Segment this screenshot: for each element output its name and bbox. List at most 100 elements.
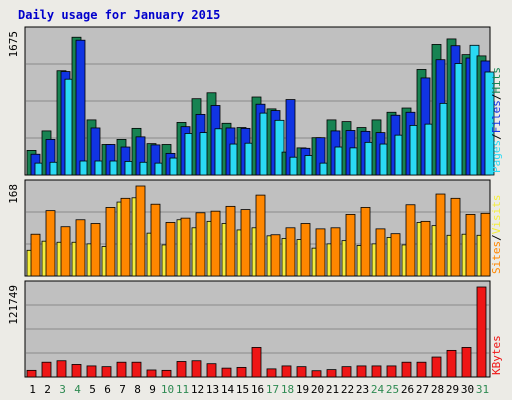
bar-kbytes-day-18 <box>281 365 292 378</box>
legend-top: Pages/Files/Hits <box>490 67 503 173</box>
day-tick-label: 28 <box>431 383 444 396</box>
bar-pages-day-31 <box>484 71 495 176</box>
day-tick-label: 19 <box>296 383 309 396</box>
bar-sites-day-19 <box>300 223 311 277</box>
bar-kbytes-day-25 <box>386 365 397 378</box>
bar-kbytes-day-10 <box>161 369 172 378</box>
bar-sites-day-12 <box>195 212 206 277</box>
legend-bottom: KBytes <box>490 335 503 375</box>
legend-files: Files <box>490 100 503 133</box>
legend-separator: / <box>490 133 503 140</box>
bar-kbytes-day-14 <box>221 367 232 378</box>
bar-sites-day-20 <box>315 228 326 277</box>
legend-kbytes: KBytes <box>490 335 503 375</box>
bar-kbytes-day-22 <box>341 366 352 378</box>
bar-sites-day-25 <box>390 233 401 277</box>
bar-kbytes-day-4 <box>71 364 82 378</box>
bar-pages-day-17 <box>274 119 285 176</box>
bar-sites-day-4 <box>75 219 86 277</box>
max-value-label-hits-files-pages: 1675 <box>7 31 20 58</box>
bar-kbytes-day-8 <box>131 361 142 378</box>
legend-sites: Sites <box>490 241 503 274</box>
bar-sites-day-1 <box>30 233 41 277</box>
day-tick-label: 20 <box>311 383 324 396</box>
day-tick-label: 2 <box>44 383 51 396</box>
bar-kbytes-day-15 <box>236 366 247 378</box>
legend-separator: / <box>490 94 503 101</box>
bar-kbytes-day-7 <box>116 361 127 378</box>
bar-kbytes-day-23 <box>356 365 367 378</box>
bar-sites-day-30 <box>465 213 476 277</box>
day-tick-label: 23 <box>356 383 369 396</box>
bar-kbytes-day-3 <box>56 360 67 378</box>
bar-sites-day-6 <box>105 207 116 277</box>
bar-kbytes-day-13 <box>206 363 217 378</box>
day-tick-label: 13 <box>206 383 219 396</box>
max-value-label-sites-visits: 168 <box>7 184 20 204</box>
bar-sites-day-8 <box>135 185 146 277</box>
day-axis: 1 2 3 4 5 6 7 8 9 10 11 12 13 14 15 16 17 18 19 20 21 22 23 24 2… <box>29 383 489 396</box>
chart-title: Daily usage for January 2015 <box>18 8 220 22</box>
bar-kbytes-day-9 <box>146 369 157 378</box>
day-tick-label: 3 <box>59 383 66 396</box>
panel-kbytes: 121749 <box>7 280 491 378</box>
legend-visits: Visits <box>490 195 503 235</box>
day-tick-label: 11 <box>176 383 189 396</box>
bar-kbytes-day-17 <box>266 368 277 378</box>
day-tick-label: 5 <box>89 383 96 396</box>
max-value-label-kbytes: 121749 <box>7 285 20 325</box>
day-tick-label: 16 <box>251 383 264 396</box>
legend-mid: Sites/Visits <box>490 195 503 275</box>
bar-kbytes-day-26 <box>401 361 412 378</box>
bar-kbytes-day-21 <box>326 369 337 378</box>
bar-sites-day-2 <box>45 210 56 277</box>
legend-separator: / <box>490 234 503 241</box>
day-tick-label: 18 <box>281 383 294 396</box>
bar-sites-day-27 <box>420 220 431 277</box>
panel-sites-visits: 168 <box>7 179 491 277</box>
bar-sites-day-23 <box>360 207 371 277</box>
bar-kbytes-day-27 <box>416 361 427 378</box>
bar-sites-day-18 <box>285 227 296 277</box>
day-tick-label: 26 <box>401 383 414 396</box>
bar-sites-day-7 <box>120 197 131 277</box>
bar-sites-day-24 <box>375 228 386 277</box>
bar-kbytes-day-12 <box>191 360 202 378</box>
bar-sites-day-22 <box>345 213 356 277</box>
chart-panels: 1675 168 121749 <box>7 26 495 378</box>
bar-sites-day-5 <box>90 223 101 277</box>
bar-kbytes-day-28 <box>431 356 442 378</box>
bar-sites-day-15 <box>240 209 251 277</box>
day-tick-label: 21 <box>326 383 339 396</box>
bar-kbytes-day-6 <box>101 366 112 378</box>
bar-kbytes-day-11 <box>176 361 187 378</box>
day-tick-label: 10 <box>161 383 174 396</box>
day-tick-label: 24 <box>371 383 385 396</box>
bar-sites-day-16 <box>255 194 266 277</box>
bar-sites-day-28 <box>435 193 446 277</box>
day-tick-label: 12 <box>191 383 204 396</box>
day-tick-label: 15 <box>236 383 249 396</box>
bar-sites-day-9 <box>150 203 161 277</box>
bar-sites-day-26 <box>405 204 416 277</box>
bar-sites-day-31 <box>480 212 491 277</box>
day-tick-label: 27 <box>416 383 429 396</box>
bar-sites-day-29 <box>450 197 461 277</box>
bar-kbytes-day-5 <box>86 365 97 378</box>
day-tick-label: 14 <box>221 383 235 396</box>
bar-kbytes-day-16 <box>251 347 262 378</box>
day-tick-label: 9 <box>149 383 156 396</box>
bar-kbytes-day-30 <box>461 347 472 378</box>
day-tick-label: 6 <box>104 383 111 396</box>
bar-kbytes-day-1 <box>26 369 37 378</box>
legend-pages: Pages <box>490 140 503 173</box>
bar-sites-day-17 <box>270 234 281 277</box>
day-tick-label: 31 <box>476 383 489 396</box>
bar-kbytes-day-20 <box>311 370 322 378</box>
bar-kbytes-day-2 <box>41 361 52 378</box>
day-tick-label: 29 <box>446 383 459 396</box>
legend-hits: Hits <box>490 67 503 94</box>
panel-hits-files-pages: 1675 <box>7 26 495 176</box>
bar-sites-day-3 <box>60 226 71 277</box>
day-tick-label: 25 <box>386 383 399 396</box>
